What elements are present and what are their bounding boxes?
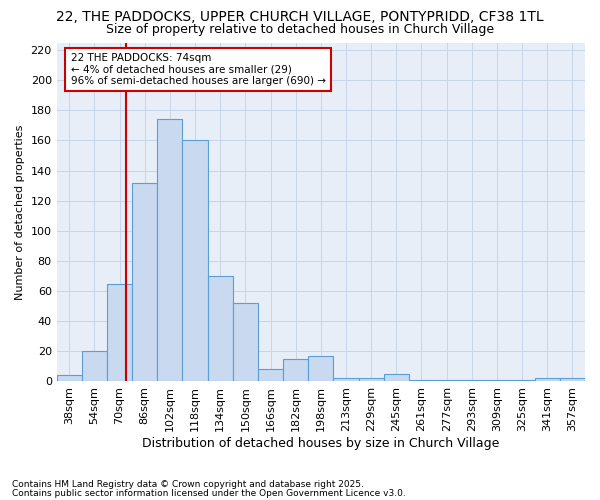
Bar	[509, 380, 535, 382]
Text: Size of property relative to detached houses in Church Village: Size of property relative to detached ho…	[106, 22, 494, 36]
Bar	[308, 356, 334, 382]
Text: Contains public sector information licensed under the Open Government Licence v3: Contains public sector information licen…	[12, 488, 406, 498]
Bar	[359, 378, 384, 382]
Bar	[56, 376, 82, 382]
Bar	[233, 303, 258, 382]
Bar	[334, 378, 359, 382]
Text: 22, THE PADDOCKS, UPPER CHURCH VILLAGE, PONTYPRIDD, CF38 1TL: 22, THE PADDOCKS, UPPER CHURCH VILLAGE, …	[56, 10, 544, 24]
Text: Contains HM Land Registry data © Crown copyright and database right 2025.: Contains HM Land Registry data © Crown c…	[12, 480, 364, 489]
Bar	[258, 370, 283, 382]
Bar	[208, 276, 233, 382]
Bar	[283, 359, 308, 382]
Bar	[459, 380, 484, 382]
Bar	[384, 374, 409, 382]
X-axis label: Distribution of detached houses by size in Church Village: Distribution of detached houses by size …	[142, 437, 500, 450]
Bar	[132, 182, 157, 382]
Bar	[157, 120, 182, 382]
Bar	[107, 284, 132, 382]
Bar	[82, 352, 107, 382]
Bar	[484, 380, 509, 382]
Bar	[560, 378, 585, 382]
Bar	[182, 140, 208, 382]
Bar	[409, 380, 434, 382]
Y-axis label: Number of detached properties: Number of detached properties	[15, 124, 25, 300]
Bar	[535, 378, 560, 382]
Bar	[434, 380, 459, 382]
Text: 22 THE PADDOCKS: 74sqm
← 4% of detached houses are smaller (29)
96% of semi-deta: 22 THE PADDOCKS: 74sqm ← 4% of detached …	[71, 53, 326, 86]
